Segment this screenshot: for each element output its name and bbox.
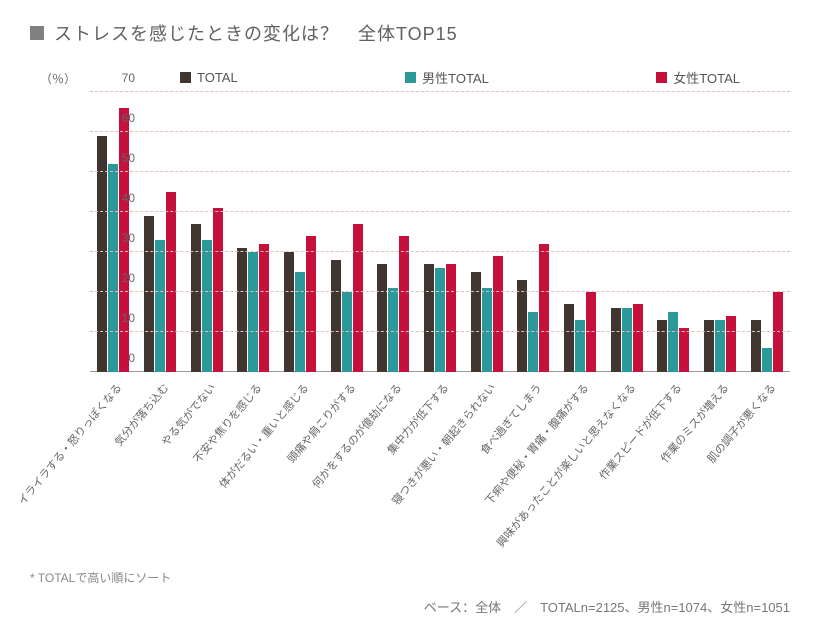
- bar: [611, 308, 621, 372]
- bar: [213, 208, 223, 372]
- bar: [762, 348, 772, 372]
- bar-group: [277, 92, 324, 372]
- x-axis-label: イライラする・怒りっぽくなる: [14, 380, 125, 508]
- bar: [166, 192, 176, 372]
- y-tick-label: 20: [95, 271, 135, 285]
- x-axis-label: 何かをするのが億劫になる: [309, 380, 406, 491]
- legend-swatch-icon: [405, 72, 416, 83]
- y-tick-label: 40: [95, 191, 135, 205]
- bar-group: [183, 92, 230, 372]
- bar: [284, 252, 294, 372]
- grid-line: [90, 91, 790, 92]
- chart-area: （％） TOTAL男性TOTAL女性TOTAL 010203040506070 …: [40, 70, 800, 430]
- bar: [424, 264, 434, 372]
- legend-item: 女性TOTAL: [656, 68, 740, 87]
- bar-group: [417, 92, 464, 372]
- bar: [633, 304, 643, 372]
- bar: [435, 268, 445, 372]
- bar: [306, 236, 316, 372]
- bar: [377, 264, 387, 372]
- legend: TOTAL 男性TOTAL 女性TOTAL: [180, 68, 740, 87]
- bar-group: [603, 92, 650, 372]
- bar: [482, 288, 492, 372]
- bar: [191, 224, 201, 372]
- bar: [388, 288, 398, 372]
- grid-line: [90, 131, 790, 132]
- bar: [539, 244, 549, 372]
- bar: [248, 252, 258, 372]
- legend-swatch-icon: [656, 72, 667, 83]
- grid-line: [90, 251, 790, 252]
- y-tick-label: 60: [95, 111, 135, 125]
- y-tick-label: 50: [95, 151, 135, 165]
- bar: [773, 292, 783, 372]
- bar-group: [370, 92, 417, 372]
- y-axis-unit: （％）: [40, 70, 76, 87]
- title-square-icon: [30, 26, 44, 40]
- bar: [657, 320, 667, 372]
- bar: [679, 328, 689, 372]
- bar: [399, 236, 409, 372]
- bar: [259, 244, 269, 372]
- y-tick-label: 30: [95, 231, 135, 245]
- bar: [751, 320, 761, 372]
- bar: [622, 308, 632, 372]
- bar: [668, 312, 678, 372]
- bar: [446, 264, 456, 372]
- bar-group: [697, 92, 744, 372]
- plot-area: 010203040506070: [90, 92, 790, 372]
- bar: [471, 272, 481, 372]
- legend-label: TOTAL: [197, 70, 238, 85]
- bar: [715, 320, 725, 372]
- bar-group: [137, 92, 184, 372]
- bar: [586, 292, 596, 372]
- bar: [517, 280, 527, 372]
- bar: [237, 248, 247, 372]
- grid-line: [90, 291, 790, 292]
- bar: [331, 260, 341, 372]
- grid-line: [90, 331, 790, 332]
- bar: [704, 320, 714, 372]
- bar: [493, 256, 503, 372]
- page-title-row: ストレスを感じたときの変化は？ 全体TOP15: [0, 0, 840, 46]
- bar: [528, 312, 538, 372]
- bar: [144, 216, 154, 372]
- bar-group: [557, 92, 604, 372]
- legend-item: TOTAL: [180, 68, 238, 87]
- bar: [295, 272, 305, 372]
- x-axis-label: 体がだるい・重いと感じる: [215, 380, 312, 491]
- legend-swatch-icon: [180, 72, 191, 83]
- legend-item: 男性TOTAL: [405, 68, 489, 87]
- y-tick-label: 70: [95, 71, 135, 85]
- legend-label: 男性TOTAL: [422, 68, 489, 87]
- bar-group: [323, 92, 370, 372]
- bar: [342, 292, 352, 372]
- page-title: ストレスを感じたときの変化は？ 全体TOP15: [54, 20, 458, 46]
- legend-label: 女性TOTAL: [673, 68, 740, 87]
- footnote-base: ベース：全体 ／ TOTALn=2125、男性n=1074、女性n=1051: [424, 597, 790, 616]
- grid-line: [90, 171, 790, 172]
- bar: [353, 224, 363, 372]
- bar-group: [510, 92, 557, 372]
- bar: [155, 240, 165, 372]
- bar: [726, 316, 736, 372]
- grid-line: [90, 211, 790, 212]
- bar: [564, 304, 574, 372]
- bar-groups: [90, 92, 790, 372]
- footnote-sort: * TOTALで高い順にソート: [30, 569, 171, 586]
- bar: [575, 320, 585, 372]
- y-tick-label: 10: [95, 311, 135, 325]
- bar-group: [743, 92, 790, 372]
- bar-group: [463, 92, 510, 372]
- bar-group: [230, 92, 277, 372]
- bar: [202, 240, 212, 372]
- x-axis-label: 作業スピードが低下する: [596, 380, 686, 483]
- y-tick-label: 0: [95, 351, 135, 365]
- bar-group: [650, 92, 697, 372]
